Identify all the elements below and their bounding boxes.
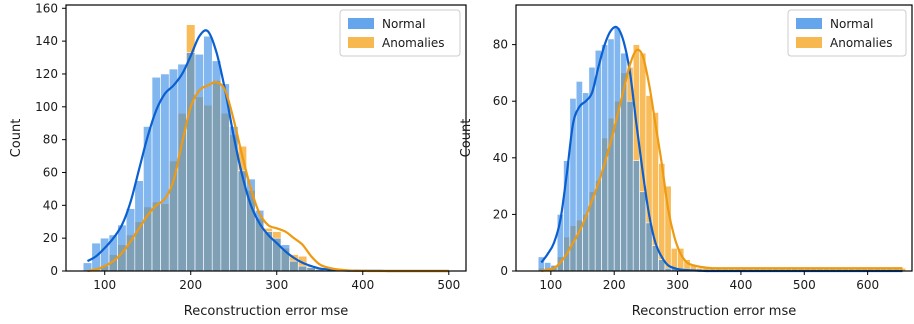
legend-label-normal: Normal [830, 17, 873, 31]
anomalies-kde-line [541, 48, 903, 273]
y-axis-ticks: 0 20 40 60 80 [493, 38, 516, 278]
y-tick-label: 20 [43, 231, 58, 245]
x-tick-label: 500 [437, 278, 460, 292]
normal-bar [134, 180, 144, 272]
y-tick-label: 40 [43, 198, 58, 212]
x-tick-label: 300 [666, 278, 689, 292]
plot-frame [515, 4, 913, 272]
y-axis-label: Count [9, 119, 24, 158]
y-tick-label: 80 [493, 38, 508, 52]
x-tick-label: 600 [856, 278, 879, 292]
normal-bar [639, 191, 647, 272]
legend-swatch-anomalies [796, 37, 822, 48]
x-tick-label: 200 [179, 278, 202, 292]
plot-frame [65, 4, 467, 272]
normal-bar [289, 260, 299, 272]
x-tick-label: 300 [265, 278, 288, 292]
legend: Normal Anomalies [339, 9, 461, 57]
legend-swatch-normal [348, 18, 374, 29]
x-tick-label: 400 [351, 278, 374, 292]
y-tick-label: 0 [500, 264, 508, 278]
normal-bar [607, 38, 615, 272]
histogram-panel-right: 100 200 300 400 500 600 0 20 40 60 80 Reconstruct… [459, 4, 913, 319]
y-tick-label: 80 [43, 133, 58, 147]
normal-bar [151, 76, 161, 272]
legend-label-anomalies: Anomalies [382, 36, 445, 50]
x-tick-label: 400 [729, 278, 752, 292]
y-axis-ticks: 0 20 40 60 80 100 120 140 160 [35, 1, 66, 278]
normal-bar [211, 60, 222, 272]
normal-bar [626, 100, 634, 272]
y-axis-label: Count [459, 119, 474, 158]
y-tick-label: 100 [35, 100, 58, 114]
normal-bar [160, 73, 170, 272]
legend-label-anomalies: Anomalies [830, 36, 893, 50]
normal-bar [203, 35, 213, 272]
y-tick-label: 60 [43, 165, 58, 179]
x-tick-label: 200 [603, 278, 626, 292]
y-tick-label: 40 [493, 151, 508, 165]
normal-bar [186, 52, 196, 272]
normal-bar [613, 27, 621, 272]
x-axis-ticks: 100 200 300 400 500 [93, 271, 460, 292]
x-axis-label: Reconstruction error mse [184, 304, 348, 319]
x-axis-ticks: 100 200 300 400 500 600 [539, 271, 879, 292]
y-tick-label: 60 [493, 94, 508, 108]
y-tick-label: 120 [35, 67, 58, 81]
normal-bar [582, 92, 590, 272]
x-axis-label: Reconstruction error mse [632, 304, 796, 319]
histogram-panel-left: 100 200 300 400 500 0 20 40 60 80 100 120 140 160 Re… [9, 1, 467, 319]
legend-swatch-normal [796, 18, 822, 29]
legend-swatch-anomalies [348, 37, 374, 48]
y-tick-label: 20 [493, 207, 508, 221]
y-tick-label: 140 [35, 34, 58, 48]
x-tick-label: 100 [539, 278, 562, 292]
x-tick-label: 500 [793, 278, 816, 292]
legend: Normal Anomalies [787, 9, 907, 57]
normal-bar [594, 49, 602, 272]
normal-bar [177, 63, 187, 272]
normal-bar [297, 265, 308, 272]
x-tick-label: 100 [93, 278, 116, 292]
y-tick-label: 0 [50, 264, 58, 278]
normal-bars [537, 27, 678, 272]
legend-label-normal: Normal [382, 17, 425, 31]
normal-bar [632, 160, 640, 272]
y-tick-label: 160 [35, 1, 58, 15]
